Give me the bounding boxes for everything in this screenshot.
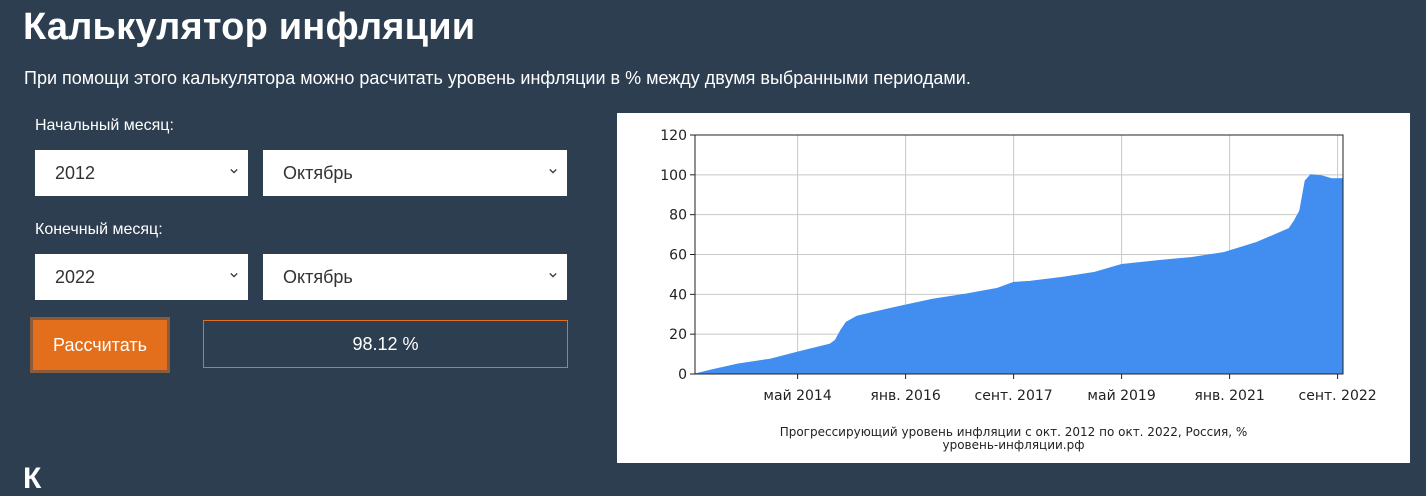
chart-caption-line1: Прогрессирующий уровень инфляции с окт. … <box>779 425 1248 439</box>
y-tick-label: 80 <box>669 208 687 224</box>
inflation-chart-svg: 0 20 40 60 80 100 120 май 2014 янв. 2016 сент. 20… <box>660 128 1377 404</box>
chevron-down-icon <box>230 168 238 174</box>
result-output: 98.12 % <box>203 320 568 368</box>
x-tick-label: янв. 2016 <box>870 388 940 404</box>
chart-caption: Прогрессирующий уровень инфляции с окт. … <box>617 426 1410 452</box>
start-month-label: Начальный месяц: <box>35 117 174 134</box>
x-tick-label: май 2019 <box>1087 388 1155 404</box>
y-tick-label: 100 <box>660 168 687 184</box>
chart-caption-line2: уровень-инфляции.рф <box>942 438 1085 452</box>
inflation-chart: 0 20 40 60 80 100 120 май 2014 янв. 2016 сент. 20… <box>617 113 1410 463</box>
y-tick-label: 20 <box>669 327 687 343</box>
chevron-down-icon <box>549 272 557 278</box>
inflation-area <box>694 174 1344 375</box>
start-month-value: Октябрь <box>283 162 353 183</box>
x-tick-label: сент. 2022 <box>1299 388 1377 404</box>
y-tick-label: 0 <box>678 367 687 383</box>
start-year-value: 2012 <box>55 162 96 183</box>
x-tick-label: май 2014 <box>763 388 831 404</box>
page-title: Калькулятор инфляции <box>23 6 476 48</box>
chevron-down-icon <box>549 168 557 174</box>
calculate-button[interactable]: Рассчитать <box>30 317 170 373</box>
x-tick-label: сент. 2017 <box>975 388 1053 404</box>
chevron-down-icon <box>230 272 238 278</box>
y-tick-label: 120 <box>660 128 687 144</box>
page-subtitle: При помощи этого калькулятора можно расч… <box>24 68 971 88</box>
end-month-value: Октябрь <box>283 266 353 287</box>
start-year-select[interactable]: 2012 <box>35 150 248 196</box>
next-section-heading: К <box>23 462 42 495</box>
end-month-select[interactable]: Октябрь <box>263 254 567 300</box>
x-tick-label: янв. 2021 <box>1194 388 1264 404</box>
end-month-label: Конечный месяц: <box>35 221 163 238</box>
end-year-select[interactable]: 2022 <box>35 254 248 300</box>
y-tick-label: 40 <box>669 287 687 303</box>
end-year-value: 2022 <box>55 266 96 287</box>
start-month-select[interactable]: Октябрь <box>263 150 567 196</box>
y-tick-label: 60 <box>669 248 687 264</box>
